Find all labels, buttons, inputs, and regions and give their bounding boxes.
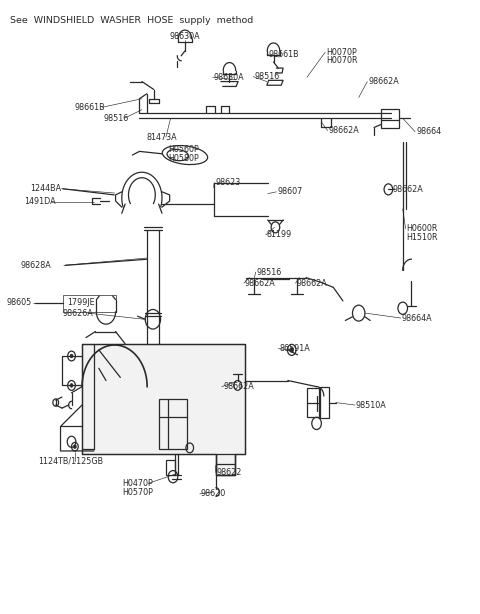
Text: 98510A: 98510A (356, 400, 386, 410)
Bar (158, 399, 187, 449)
Text: 98516: 98516 (257, 268, 282, 276)
Text: 1799JE: 1799JE (67, 298, 95, 307)
Text: 86591A: 86591A (279, 344, 310, 353)
Text: 98607: 98607 (277, 187, 302, 196)
Text: H0470P: H0470P (123, 479, 154, 488)
Text: H0560P: H0560P (168, 145, 199, 154)
Bar (307, 388, 319, 418)
Text: 98662A: 98662A (328, 126, 360, 135)
Text: 98516: 98516 (104, 114, 129, 123)
Text: 98661B: 98661B (75, 103, 106, 112)
Circle shape (70, 354, 73, 358)
Text: H0570P: H0570P (123, 488, 154, 497)
Text: H0070R: H0070R (326, 56, 358, 65)
Text: 98622: 98622 (216, 468, 241, 477)
Text: 1124TB/1125GB: 1124TB/1125GB (38, 457, 103, 466)
Circle shape (70, 384, 73, 387)
Text: 1244BA: 1244BA (30, 184, 61, 193)
Text: 98623: 98623 (215, 178, 240, 187)
Bar (216, 454, 235, 475)
Text: 98664A: 98664A (402, 314, 432, 322)
Text: 1491DA: 1491DA (24, 197, 55, 206)
Text: 98628A: 98628A (21, 261, 51, 270)
Text: 81199: 81199 (267, 230, 292, 239)
Text: 98662A: 98662A (392, 185, 423, 194)
Text: 98662A: 98662A (368, 77, 399, 86)
Text: 98662A: 98662A (223, 382, 254, 391)
Text: 98605: 98605 (6, 298, 32, 307)
Bar (321, 387, 329, 419)
Bar (63, 295, 116, 312)
Text: 81473A: 81473A (147, 133, 177, 142)
Bar (381, 109, 399, 128)
Text: H0070P: H0070P (326, 48, 357, 56)
Text: 98662A: 98662A (245, 279, 276, 287)
Text: 98661B: 98661B (269, 50, 300, 59)
Circle shape (290, 348, 294, 352)
Polygon shape (82, 344, 245, 475)
Circle shape (73, 445, 76, 448)
Text: 98630A: 98630A (214, 73, 244, 82)
Text: 98630A: 98630A (169, 32, 200, 41)
Text: 98620: 98620 (201, 489, 226, 499)
Text: 98664: 98664 (416, 127, 441, 136)
Text: H0600R: H0600R (407, 224, 438, 233)
Bar (166, 460, 175, 475)
Text: 98662A: 98662A (297, 279, 327, 287)
Text: 98626A: 98626A (63, 309, 94, 317)
Text: See  WINDSHIELD  WASHER  HOSE  supply  method: See WINDSHIELD WASHER HOSE supply method (10, 16, 253, 25)
Text: H0580P: H0580P (168, 154, 199, 163)
Text: H1510R: H1510R (407, 233, 438, 243)
Text: 98516: 98516 (254, 72, 280, 81)
